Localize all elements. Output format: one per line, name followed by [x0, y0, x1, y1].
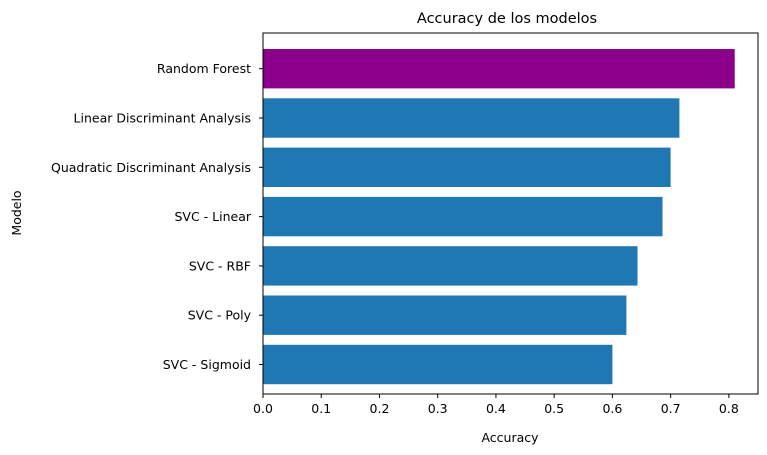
chart-title: Accuracy de los modelos [417, 11, 597, 27]
y-tick-label: Random Forest [157, 61, 251, 76]
x-tick-label: 0.3 [428, 401, 448, 416]
x-tick-label: 0.8 [719, 401, 739, 416]
y-tick-label: SVC - Linear [174, 209, 251, 224]
x-tick-label: 0.0 [253, 401, 273, 416]
x-tick-label: 0.2 [370, 401, 390, 416]
bars-group [263, 49, 735, 385]
x-tick-label: 0.7 [661, 401, 681, 416]
bar-svc-rbf [263, 246, 638, 286]
plot-area-frame [262, 32, 759, 395]
y-ticks-group: SVC - Sigmoid SVC - Poly SVC - RBF SVC - Li… [51, 61, 263, 372]
y-tick-label: SVC - Poly [188, 308, 252, 323]
bar-linear-discriminant-analysis [263, 98, 680, 138]
y-tick-label: SVC - Sigmoid [163, 357, 251, 372]
y-tick-label: Quadratic Discriminant Analysis [51, 160, 251, 175]
x-tick-label: 0.5 [544, 401, 564, 416]
x-ticks-group: 0.0 0.1 0.2 0.3 0.4 0.5 0.6 0.7 0.8 [253, 394, 739, 416]
bar-quadratic-discriminant-analysis [263, 147, 671, 187]
y-axis-label: Modelo [9, 190, 24, 235]
x-tick-label: 0.6 [602, 401, 622, 416]
x-tick-label: 0.1 [311, 401, 331, 416]
x-tick-label: 0.4 [486, 401, 506, 416]
y-tick-label: SVC - RBF [189, 258, 251, 273]
x-axis-label: Accuracy [481, 430, 539, 445]
y-tick-label: Linear Discriminant Analysis [74, 111, 251, 126]
bar-svc-sigmoid [263, 344, 613, 385]
bar-random-forest [263, 49, 735, 89]
bar-svc-linear [263, 196, 663, 237]
bar-svc-poly [263, 295, 627, 335]
